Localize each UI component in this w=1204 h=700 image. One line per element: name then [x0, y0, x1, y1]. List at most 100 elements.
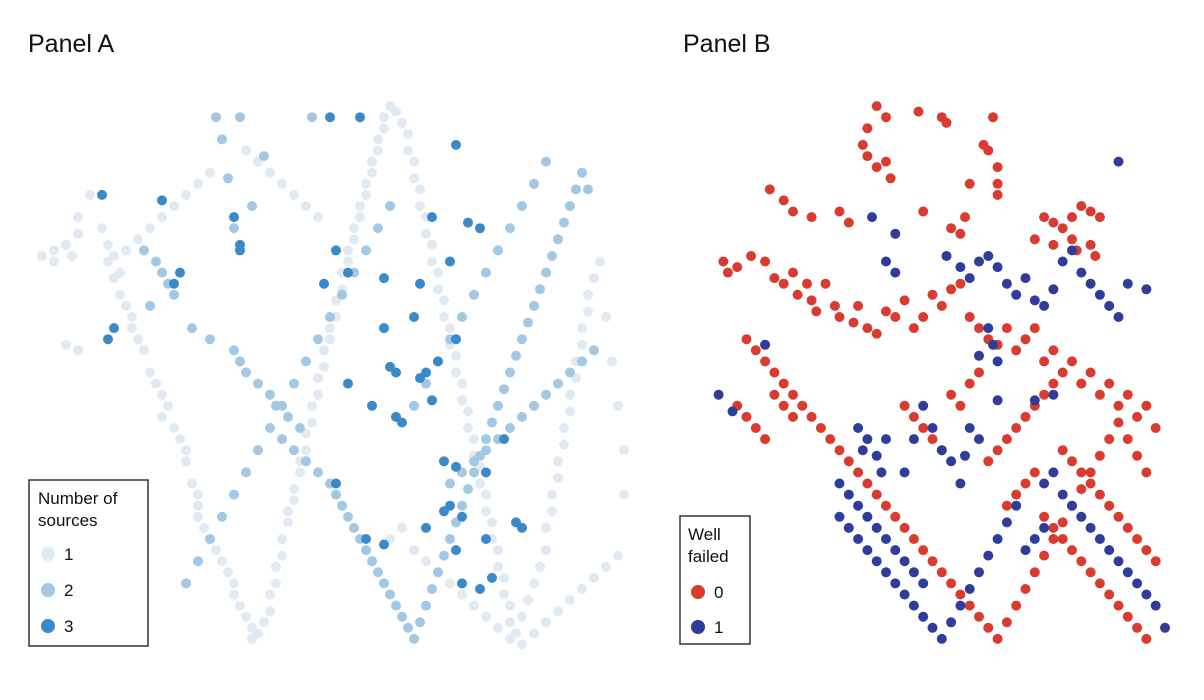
panel-b-point-series-1-83 [992, 534, 1003, 544]
panel-b-point-series-1-95 [890, 545, 901, 556]
panel-b-point-series-0-76 [1029, 323, 1040, 334]
panel-b-point-series-0-33 [1085, 206, 1096, 217]
panel-a-point-series-1-118 [487, 517, 497, 528]
panel-a-point-series-1-165 [517, 639, 527, 650]
panel-b-point-series-1-31 [713, 389, 724, 400]
panel-b-point-series-0-178 [918, 423, 929, 433]
panel-a-point-series-1-157 [421, 556, 431, 567]
panel-b-point-series-0-93 [769, 367, 780, 378]
panel-b-point-series-0-13 [885, 173, 896, 184]
panel-a-point-series-2-96 [481, 267, 491, 278]
panel-a-point-series-2-5 [223, 173, 233, 184]
panel-a-point-series-2-35 [367, 556, 377, 567]
panel-b-point-series-1-75 [918, 611, 929, 622]
panel-b-point-series-0-27 [955, 228, 966, 239]
panel-b-point-series-0-150 [1132, 534, 1143, 544]
panel-b-point-series-0-61 [890, 312, 901, 322]
panel-a-point-series-3-12 [343, 267, 353, 278]
panel-b-point-series-0-136 [1001, 434, 1012, 445]
panel-b-point-series-1-97 [908, 567, 919, 578]
panel-a-point-series-1-140 [565, 389, 575, 400]
panel-b-point-series-1-30 [760, 339, 771, 350]
panel-b-point-series-1-7 [964, 273, 975, 284]
panel-a-point-series-1-33 [193, 511, 203, 522]
panel-a-point-series-1-49 [271, 578, 281, 589]
panel-b-point-series-0-51 [806, 295, 817, 306]
panel-a-point-series-2-108 [517, 411, 527, 422]
panel-b-point-series-0-111 [936, 567, 947, 578]
panel-b-point-series-0-134 [983, 456, 994, 467]
panel-a-point-series-3-10 [331, 245, 341, 256]
panel-a-point-series-1-9 [85, 189, 95, 200]
panel-b-point-series-0-82 [1085, 367, 1096, 378]
panel-b-point-series-0-87 [1132, 411, 1143, 422]
panel-a-point-series-2-6 [247, 201, 257, 211]
panel-a-point-series-2-74 [361, 245, 371, 256]
panel-a-point-series-1-81 [367, 167, 377, 178]
panel-a-point-series-1-1 [49, 256, 59, 267]
panel-b-point-series-0-84 [1104, 378, 1115, 389]
panel-a-point-series-1-179 [301, 201, 311, 211]
panel-a-legend-title-line2: sources [38, 511, 98, 530]
panel-b-point-series-0-0 [862, 123, 873, 134]
panel-a-point-series-1-63 [313, 389, 323, 400]
panel-a-point-series-1-95 [415, 201, 425, 211]
panel-b-point-series-1-77 [936, 633, 947, 644]
panel-b-point-series-1-25 [1141, 284, 1152, 295]
panel-b-point-series-1-44 [908, 434, 919, 445]
panel-a-point-series-1-123 [499, 589, 509, 600]
panel-a-point-series-1-168 [553, 606, 563, 617]
panel-a-point-series-3-9 [169, 278, 179, 289]
panel-b-point-series-0-117 [992, 633, 1003, 644]
panel-b-point-series-0-143 [1067, 456, 1077, 467]
panel-a-point-series-1-6 [67, 251, 77, 261]
panel-a-point-series-1-107 [451, 367, 461, 378]
panel-a-point-series-3-14 [415, 278, 425, 289]
panel-b-point-series-1-61 [1122, 567, 1133, 578]
panel-b-point-series-0-8 [983, 145, 994, 156]
panel-b-point-series-1-96 [899, 556, 910, 567]
panel-b-point-series-0-135 [992, 445, 1003, 456]
panel-b-point-series-1-15 [1039, 300, 1050, 311]
panel-b-point-series-0-20 [788, 206, 798, 217]
panel-b-point-series-0-52 [811, 306, 822, 317]
panel-a-point-series-3-49 [367, 400, 377, 411]
panel-b-point-series-0-62 [899, 295, 910, 306]
panel-a-point-series-2-0 [211, 112, 221, 123]
panel-b-point-series-0-6 [988, 112, 998, 123]
panel-a-point-series-3-18 [445, 256, 455, 267]
panel-b-point-series-0-31 [1067, 212, 1077, 223]
panel-b-point-series-0-44 [746, 251, 757, 261]
panel-a-point-series-1-23 [157, 389, 167, 400]
panel-b-point-series-1-86 [1020, 545, 1031, 556]
panel-a-point-series-1-174 [241, 145, 251, 156]
panel-a-point-series-2-29 [331, 489, 341, 500]
panel-b-point-series-0-126 [1076, 484, 1087, 495]
panel-a-point-series-2-87 [205, 534, 215, 544]
panel-b-point-series-1-33 [918, 400, 929, 411]
panel-a-point-series-2-79 [301, 356, 311, 367]
panel-a-point-series-3-31 [397, 417, 407, 428]
panel-b-point-series-0-12 [871, 162, 882, 173]
panel-b-point-series-0-172 [760, 434, 771, 445]
panel-a-point-series-2-7 [229, 223, 239, 234]
panel-b-point-series-1-27 [988, 339, 998, 350]
panel-a-legend-label-3: 3 [64, 617, 73, 636]
panel-b-point-series-0-103 [862, 478, 873, 489]
panel-b-point-series-1-90 [843, 489, 854, 500]
panel-a-point-series-1-130 [535, 561, 545, 572]
panel-b-point-series-0-86 [1122, 389, 1133, 400]
panel-a-point-series-1-97 [421, 228, 431, 239]
panel-b-point-series-0-70 [974, 323, 984, 334]
panel-b-point-series-0-77 [1039, 356, 1050, 367]
panel-a-point-series-2-17 [235, 356, 245, 367]
panel-a-point-series-2-80 [289, 378, 299, 389]
panel-b-point-series-1-43 [899, 467, 910, 478]
panel-a-point-series-1-116 [481, 489, 491, 500]
panel-a-point-series-1-53 [283, 517, 293, 528]
panel-a-point-series-1-106 [451, 350, 461, 361]
panel-a-point-series-1-15 [115, 289, 125, 300]
panel-a-point-series-2-82 [265, 423, 275, 433]
panel-a-point-series-1-27 [175, 434, 185, 445]
panel-b-point-series-0-15 [992, 162, 1003, 173]
